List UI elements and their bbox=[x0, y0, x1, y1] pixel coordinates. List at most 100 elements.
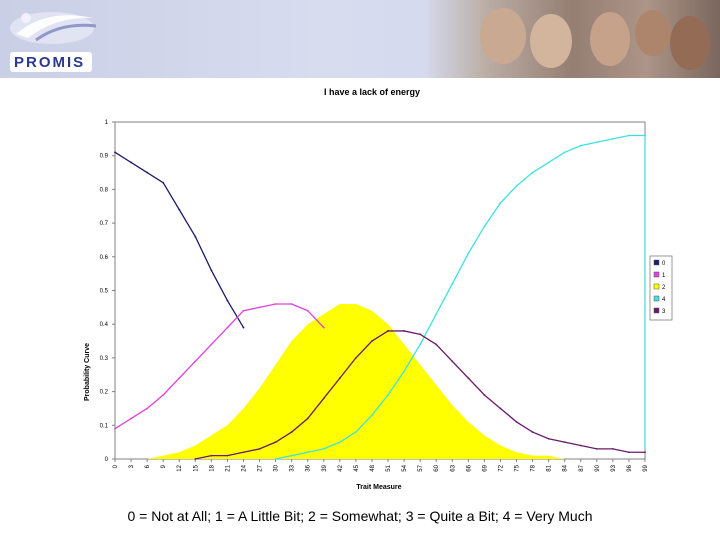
series-3-point bbox=[274, 441, 277, 444]
x-tick-label: 0 bbox=[113, 464, 119, 468]
x-tick-label: 90 bbox=[595, 464, 601, 471]
x-tick-label: 66 bbox=[466, 464, 472, 471]
series-3-point bbox=[611, 447, 614, 450]
legend-swatch-1 bbox=[653, 271, 660, 278]
person-face-2 bbox=[530, 14, 572, 68]
series-1-point bbox=[258, 306, 261, 309]
x-tick-label: 84 bbox=[563, 464, 569, 471]
x-tick-label: 30 bbox=[274, 464, 280, 471]
x-tick-label: 51 bbox=[386, 464, 392, 471]
y-tick-label: 0.5 bbox=[100, 289, 109, 295]
series-1-point bbox=[226, 326, 229, 329]
legend-box bbox=[649, 255, 673, 321]
series-4-point bbox=[499, 201, 502, 204]
series-4-point bbox=[355, 431, 357, 433]
x-tick-label: 24 bbox=[241, 464, 247, 471]
series-3-point bbox=[371, 340, 373, 342]
series-1-point bbox=[290, 303, 293, 305]
series-4-point bbox=[531, 171, 534, 174]
legend-label-4: 4 bbox=[662, 297, 666, 303]
series-1-point bbox=[322, 326, 325, 329]
series-3-point bbox=[515, 421, 518, 423]
legend-swatch-4 bbox=[653, 295, 660, 302]
y-tick-label: 0.2 bbox=[100, 390, 109, 396]
x-tick-label: 45 bbox=[354, 464, 360, 471]
series-3-point bbox=[644, 451, 646, 454]
person-face-4 bbox=[635, 10, 671, 56]
series-4-line bbox=[275, 134, 645, 460]
series-4-point bbox=[579, 144, 582, 147]
series-4-point bbox=[322, 447, 325, 450]
series-1-line bbox=[114, 303, 325, 430]
series-4-point bbox=[419, 343, 422, 346]
series-0-point bbox=[146, 171, 149, 174]
y-tick-label: 0.9 bbox=[100, 154, 109, 160]
series-3-point bbox=[467, 377, 470, 380]
series-3-point bbox=[194, 458, 197, 460]
series-3-point bbox=[579, 444, 582, 447]
probability-chart: I have a lack of energy Probability Curv… bbox=[84, 87, 673, 491]
x-tick-label: 99 bbox=[643, 464, 649, 471]
x-tick-label: 6 bbox=[145, 464, 151, 468]
person-face-5 bbox=[670, 16, 710, 70]
x-tick-label: 60 bbox=[434, 464, 440, 471]
series-3-point bbox=[547, 437, 550, 440]
series-3-point bbox=[355, 357, 357, 359]
series-4-point bbox=[563, 151, 566, 154]
y-axis-label: Probability Curve bbox=[84, 343, 91, 401]
series-0-point bbox=[210, 269, 213, 272]
series-1-point bbox=[146, 407, 149, 410]
x-tick-label: 3 bbox=[129, 464, 135, 468]
series-3-point bbox=[595, 447, 598, 450]
series-1-point bbox=[210, 343, 213, 346]
x-tick-label: 81 bbox=[547, 464, 553, 471]
series-4-point bbox=[338, 441, 341, 444]
series-3-point bbox=[451, 360, 454, 363]
x-tick-label: 27 bbox=[258, 464, 264, 471]
x-tick-label: 9 bbox=[161, 464, 167, 468]
x-tick-label: 18 bbox=[209, 464, 215, 471]
y-tick-label: 0.1 bbox=[100, 423, 109, 429]
series-1-point bbox=[178, 377, 181, 380]
series-4-point bbox=[515, 185, 518, 187]
x-tick-label: 72 bbox=[498, 464, 504, 471]
x-tick-label: 33 bbox=[290, 464, 296, 471]
series-1-point bbox=[274, 303, 277, 305]
series-3-point bbox=[403, 330, 405, 332]
series-0-point bbox=[114, 151, 116, 154]
series-3-point bbox=[210, 454, 213, 457]
series-4-point bbox=[306, 451, 309, 454]
y-tick-label: 0.7 bbox=[100, 221, 109, 227]
series-0-point bbox=[130, 161, 132, 164]
series-4-point bbox=[290, 454, 293, 457]
series-1-point bbox=[306, 309, 309, 312]
series-3-point bbox=[499, 407, 502, 410]
series-3-point bbox=[563, 441, 566, 444]
series-1-point bbox=[130, 417, 132, 420]
y-tick-label: 1 bbox=[105, 120, 109, 126]
series-0-point bbox=[178, 208, 181, 211]
x-tick-label: 93 bbox=[611, 464, 617, 471]
series-3-point bbox=[226, 454, 229, 457]
x-tick-label: 63 bbox=[450, 464, 456, 471]
series-3-point bbox=[387, 330, 389, 332]
series-3-point bbox=[306, 417, 309, 420]
series-3-point bbox=[483, 394, 486, 396]
series-4-point bbox=[387, 394, 389, 396]
person-face-3 bbox=[590, 12, 630, 66]
x-tick-label: 39 bbox=[322, 464, 328, 471]
series-0-point bbox=[226, 299, 229, 302]
x-tick-label: 12 bbox=[177, 464, 183, 471]
series-4-point bbox=[451, 282, 454, 285]
series-4-point bbox=[547, 161, 550, 164]
person-face-1 bbox=[480, 8, 526, 64]
series-1-point bbox=[194, 360, 197, 363]
legend-swatch-3 bbox=[653, 307, 660, 314]
series-4-point bbox=[611, 137, 614, 140]
legend-label-1: 1 bbox=[662, 273, 666, 279]
series-4-point bbox=[483, 225, 486, 228]
series-3-point bbox=[322, 397, 325, 400]
y-tick-label: 0.4 bbox=[100, 322, 109, 328]
y-tick-label: 0 bbox=[105, 457, 109, 463]
y-tick-label: 0.8 bbox=[100, 187, 109, 193]
